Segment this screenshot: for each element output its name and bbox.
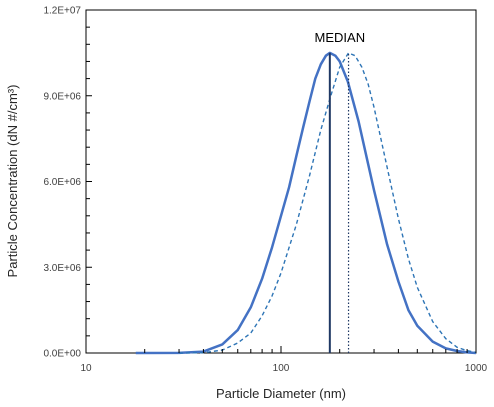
y-tick-label: 6.0E+06 <box>43 177 81 188</box>
y-tick-label: 0.0E+00 <box>43 349 81 360</box>
x-tick-label: 1000 <box>465 363 488 374</box>
x-tick-label: 10 <box>80 363 92 374</box>
x-tick-labels: 10 100 1000 <box>80 363 487 374</box>
median-annotation: MEDIAN <box>315 30 366 45</box>
curves <box>135 51 477 355</box>
ticks <box>85 9 477 354</box>
series-line-2 <box>178 52 477 354</box>
x-tick-label: 100 <box>273 363 290 374</box>
y-tick-label: 9.0E+06 <box>43 91 81 102</box>
y-tick-label: 1.2E+07 <box>43 6 81 17</box>
y-tick-labels: 0.0E+00 3.0E+06 6.0E+06 9.0E+06 1.2E+07 <box>43 6 81 360</box>
plot-area <box>85 9 477 354</box>
y-axis-title: Particle Concentration (dN #/cm³) <box>5 85 20 278</box>
y-tick-label: 3.0E+06 <box>43 263 81 274</box>
median-lines <box>328 52 350 353</box>
series-line-1 <box>135 51 477 355</box>
x-axis-title: Particle Diameter (nm) <box>216 386 346 401</box>
